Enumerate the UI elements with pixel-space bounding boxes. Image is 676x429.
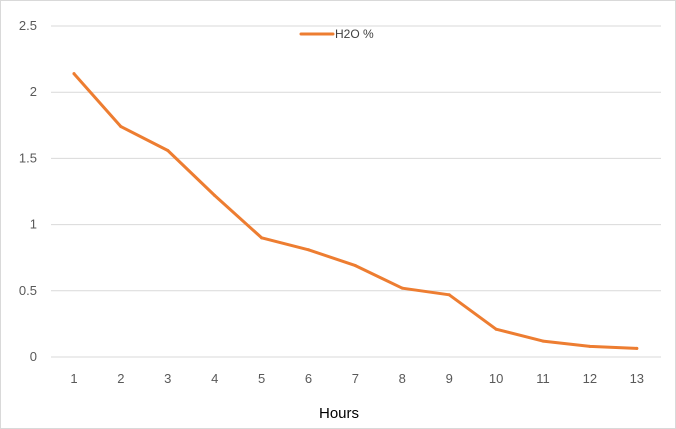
x-axis-title: Hours [319, 405, 359, 422]
data-point [213, 193, 217, 197]
x-tick-label: 6 [305, 371, 312, 386]
data-point [447, 293, 451, 297]
x-tick-label: 12 [583, 371, 597, 386]
legend: H2O % [299, 27, 374, 41]
data-point [541, 339, 545, 343]
data-point [400, 286, 404, 290]
data-point [635, 346, 639, 350]
data-point [119, 125, 123, 129]
data-point [260, 236, 264, 240]
x-tick-label: 1 [70, 371, 77, 386]
x-tick-label: 3 [164, 371, 171, 386]
gridlines [51, 25, 661, 358]
data-point [307, 248, 310, 252]
data-point [494, 327, 498, 331]
y-tick-label: 2 [30, 84, 37, 99]
x-tick-label: 8 [399, 371, 406, 386]
legend-label: H2O % [335, 27, 374, 41]
x-tick-label: 9 [446, 371, 453, 386]
data-point [353, 264, 357, 268]
series-line-0 [72, 72, 639, 350]
x-axis-ticks: 1 2 3 4 5 6 7 8 9 10 11 12 13 [70, 371, 644, 386]
data-point [166, 148, 170, 152]
x-tick-label: 10 [489, 371, 503, 386]
x-tick-label: 7 [352, 371, 359, 386]
data-point [588, 344, 592, 348]
x-tick-label: 13 [630, 371, 644, 386]
y-tick-label: 2.5 [19, 18, 37, 33]
x-tick-label: 4 [211, 371, 218, 386]
y-tick-label: 0 [30, 349, 37, 364]
x-tick-label: 11 [536, 371, 550, 386]
data-point [72, 72, 76, 76]
y-tick-label: 1.5 [19, 150, 37, 165]
y-axis-ticks: 0 0.5 1 1.5 2 2.5 [19, 18, 37, 364]
series-layer [72, 72, 639, 350]
x-tick-label: 2 [117, 371, 124, 386]
x-tick-label: 5 [258, 371, 265, 386]
y-tick-label: 1 [30, 217, 37, 232]
y-tick-label: 0.5 [19, 283, 37, 298]
